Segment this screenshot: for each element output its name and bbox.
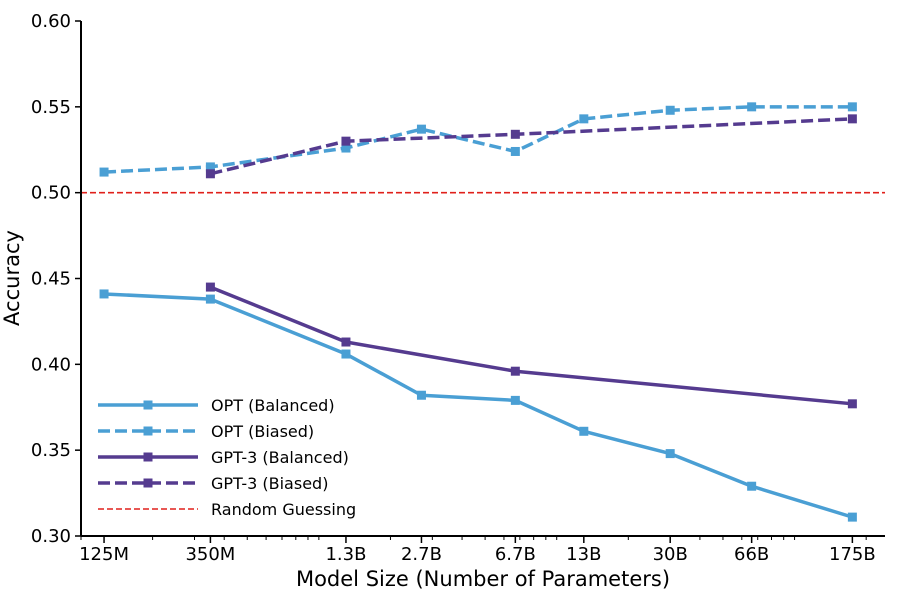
data-point [579, 426, 589, 436]
data-point [510, 146, 520, 156]
legend-item: OPT (Balanced) [98, 396, 335, 415]
legend-marker [143, 400, 153, 410]
x-tick-label: 2.7B [401, 544, 442, 565]
x-tick-label: 66B [734, 544, 769, 565]
y-tick-label: 0.60 [31, 11, 71, 32]
data-point [510, 395, 520, 405]
legend-marker [143, 478, 153, 488]
x-tick-label: 6.7B [495, 544, 536, 565]
data-point [847, 512, 857, 522]
y-axis-title: Accuracy [0, 230, 24, 326]
y-tick-label: 0.50 [31, 183, 71, 204]
data-point [579, 114, 589, 124]
legend-label: GPT-3 (Balanced) [211, 448, 349, 467]
series-line-1 [103, 105, 853, 174]
legend-marker [143, 452, 153, 462]
data-point [510, 129, 520, 139]
legend-item: Random Guessing [98, 500, 356, 519]
data-point [205, 294, 215, 304]
data-point [205, 282, 215, 292]
x-tick-label: 1.3B [325, 544, 366, 565]
x-tick-label: 13B [566, 544, 601, 565]
legend: OPT (Balanced) OPT (Biased) GPT-3 (Balance… [98, 396, 356, 519]
series-line-2 [209, 285, 853, 406]
data-point [665, 449, 675, 459]
x-tick-label: 175B [829, 544, 876, 565]
data-point [341, 349, 351, 359]
y-tick-label: 0.40 [31, 354, 71, 375]
data-point [747, 102, 757, 112]
legend-label: OPT (Biased) [211, 422, 314, 441]
x-tick-label: 125M [79, 544, 129, 565]
y-tick-label: 0.30 [31, 526, 71, 547]
data-point [99, 167, 109, 177]
plot-area [81, 102, 885, 522]
data-point [847, 102, 857, 112]
x-tick-label: 30B [653, 544, 688, 565]
data-point [341, 337, 351, 347]
x-tick-label: 350M [185, 544, 235, 565]
data-point [341, 136, 351, 146]
series-line-3 [209, 117, 853, 176]
data-point [416, 124, 426, 134]
y-tick-label: 0.45 [31, 269, 71, 290]
data-point [341, 143, 351, 153]
data-point [99, 289, 109, 299]
legend-marker [143, 426, 153, 436]
legend-item: GPT-3 (Balanced) [98, 448, 349, 467]
legend-label: OPT (Balanced) [211, 396, 335, 415]
data-point [205, 162, 215, 172]
y-tick-label: 0.55 [31, 97, 71, 118]
data-point [205, 169, 215, 179]
data-point [510, 366, 520, 376]
axes [75, 20, 885, 543]
legend-label: GPT-3 (Biased) [211, 474, 328, 493]
data-point [747, 481, 757, 491]
data-point [416, 390, 426, 400]
legend-item: OPT (Biased) [98, 422, 314, 441]
tick-labels: 0.30 0.35 0.40 0.45 0.50 0.55 0.60 125M 350M 1.3B… [31, 11, 876, 565]
legend-item: GPT-3 (Biased) [98, 474, 328, 493]
x-axis-title: Model Size (Number of Parameters) [296, 567, 670, 591]
data-point [847, 114, 857, 124]
data-point [847, 399, 857, 409]
legend-label: Random Guessing [211, 500, 356, 519]
data-point [665, 105, 675, 115]
y-tick-label: 0.35 [31, 440, 71, 461]
